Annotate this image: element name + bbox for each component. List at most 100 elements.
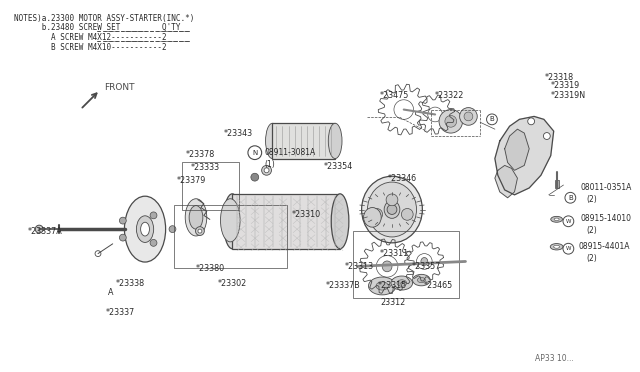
Polygon shape (505, 129, 529, 170)
Text: 08911-3081A: 08911-3081A (264, 148, 316, 157)
Circle shape (150, 212, 157, 219)
Circle shape (198, 229, 202, 233)
Ellipse shape (266, 123, 279, 158)
Text: *23313: *23313 (345, 262, 374, 271)
Text: (2): (2) (586, 254, 596, 263)
Circle shape (486, 114, 497, 125)
Circle shape (386, 194, 398, 206)
Ellipse shape (554, 245, 559, 248)
Circle shape (195, 227, 204, 235)
Polygon shape (495, 116, 554, 195)
Text: *23302: *23302 (218, 279, 247, 288)
Ellipse shape (189, 206, 203, 229)
Polygon shape (495, 166, 517, 198)
Ellipse shape (551, 217, 563, 222)
Text: *23378: *23378 (186, 150, 216, 159)
Ellipse shape (417, 278, 426, 283)
Circle shape (150, 240, 157, 246)
Bar (353, 231, 459, 298)
Circle shape (543, 132, 550, 140)
Text: *23346: *23346 (388, 174, 417, 183)
Circle shape (439, 110, 463, 133)
Text: *23319N: *23319N (551, 92, 586, 100)
Ellipse shape (397, 280, 406, 286)
Ellipse shape (421, 257, 428, 265)
Bar (273, 123, 335, 158)
Circle shape (264, 168, 269, 173)
Text: *23318: *23318 (545, 73, 574, 82)
Text: AP33 10...: AP33 10... (535, 354, 574, 363)
Text: b.23480 SCREW SET         Q'TY: b.23480 SCREW SET Q'TY (13, 23, 180, 32)
Circle shape (371, 208, 383, 220)
Text: 08011-0351A: 08011-0351A (580, 183, 632, 192)
Text: *23337B: *23337B (325, 282, 360, 291)
Ellipse shape (124, 196, 166, 262)
Ellipse shape (136, 216, 154, 243)
Text: A SCREW M4X12-----------2: A SCREW M4X12-----------2 (13, 33, 166, 42)
Circle shape (95, 251, 101, 257)
Circle shape (35, 225, 43, 233)
Text: W: W (566, 219, 571, 224)
Circle shape (120, 234, 126, 241)
Circle shape (445, 115, 457, 127)
Circle shape (251, 173, 259, 181)
Ellipse shape (413, 274, 430, 286)
Text: *23357: *23357 (412, 262, 441, 271)
Text: 23312: 23312 (380, 298, 406, 307)
Bar (555, 180, 559, 188)
Text: *23315: *23315 (378, 282, 406, 291)
Ellipse shape (141, 222, 150, 236)
Ellipse shape (185, 199, 207, 236)
Text: (2): (2) (586, 225, 596, 235)
Text: 08915-14010: 08915-14010 (580, 214, 631, 223)
Ellipse shape (369, 277, 396, 295)
Text: NOTES)a.23300 MOTOR ASSY-STARTER(INC.*): NOTES)a.23300 MOTOR ASSY-STARTER(INC.*) (13, 13, 194, 23)
Ellipse shape (554, 218, 559, 221)
Bar (175, 205, 287, 268)
Text: *23338: *23338 (116, 279, 145, 288)
Circle shape (120, 217, 126, 224)
Ellipse shape (223, 194, 241, 249)
Text: W: W (566, 246, 571, 251)
Bar (232, 194, 340, 249)
Circle shape (387, 205, 397, 214)
Text: *23354: *23354 (323, 162, 353, 171)
Text: *23337A: *23337A (28, 227, 62, 235)
Text: *23379: *23379 (177, 176, 206, 185)
Ellipse shape (367, 182, 417, 237)
Ellipse shape (364, 208, 381, 227)
Text: *23465: *23465 (423, 282, 452, 291)
Bar (182, 163, 239, 209)
Circle shape (460, 108, 477, 125)
Ellipse shape (376, 282, 388, 290)
Circle shape (563, 243, 574, 254)
Ellipse shape (384, 201, 400, 218)
Text: *23343: *23343 (223, 129, 253, 138)
Circle shape (464, 112, 473, 121)
Circle shape (565, 192, 576, 203)
Circle shape (401, 208, 413, 220)
Circle shape (528, 118, 534, 125)
Ellipse shape (550, 244, 563, 250)
Ellipse shape (332, 194, 349, 249)
Ellipse shape (362, 176, 422, 243)
Text: 08915-4401A: 08915-4401A (578, 242, 630, 251)
Text: B: B (568, 195, 573, 201)
Ellipse shape (382, 261, 392, 272)
Circle shape (563, 216, 574, 227)
Text: (1): (1) (264, 160, 275, 169)
Text: N: N (252, 150, 257, 155)
Text: FRONT: FRONT (104, 83, 134, 92)
Circle shape (248, 146, 262, 160)
Text: *23322: *23322 (435, 92, 465, 100)
Ellipse shape (221, 199, 240, 242)
Text: B: B (490, 116, 494, 122)
Text: *23337: *23337 (106, 308, 135, 317)
Ellipse shape (391, 276, 413, 290)
Text: *23333: *23333 (191, 163, 220, 172)
Text: A: A (108, 288, 113, 297)
Circle shape (262, 166, 271, 175)
Text: B SCREW M4X10-----------2: B SCREW M4X10-----------2 (13, 43, 166, 52)
Ellipse shape (328, 123, 342, 158)
Text: *23310: *23310 (292, 210, 321, 219)
